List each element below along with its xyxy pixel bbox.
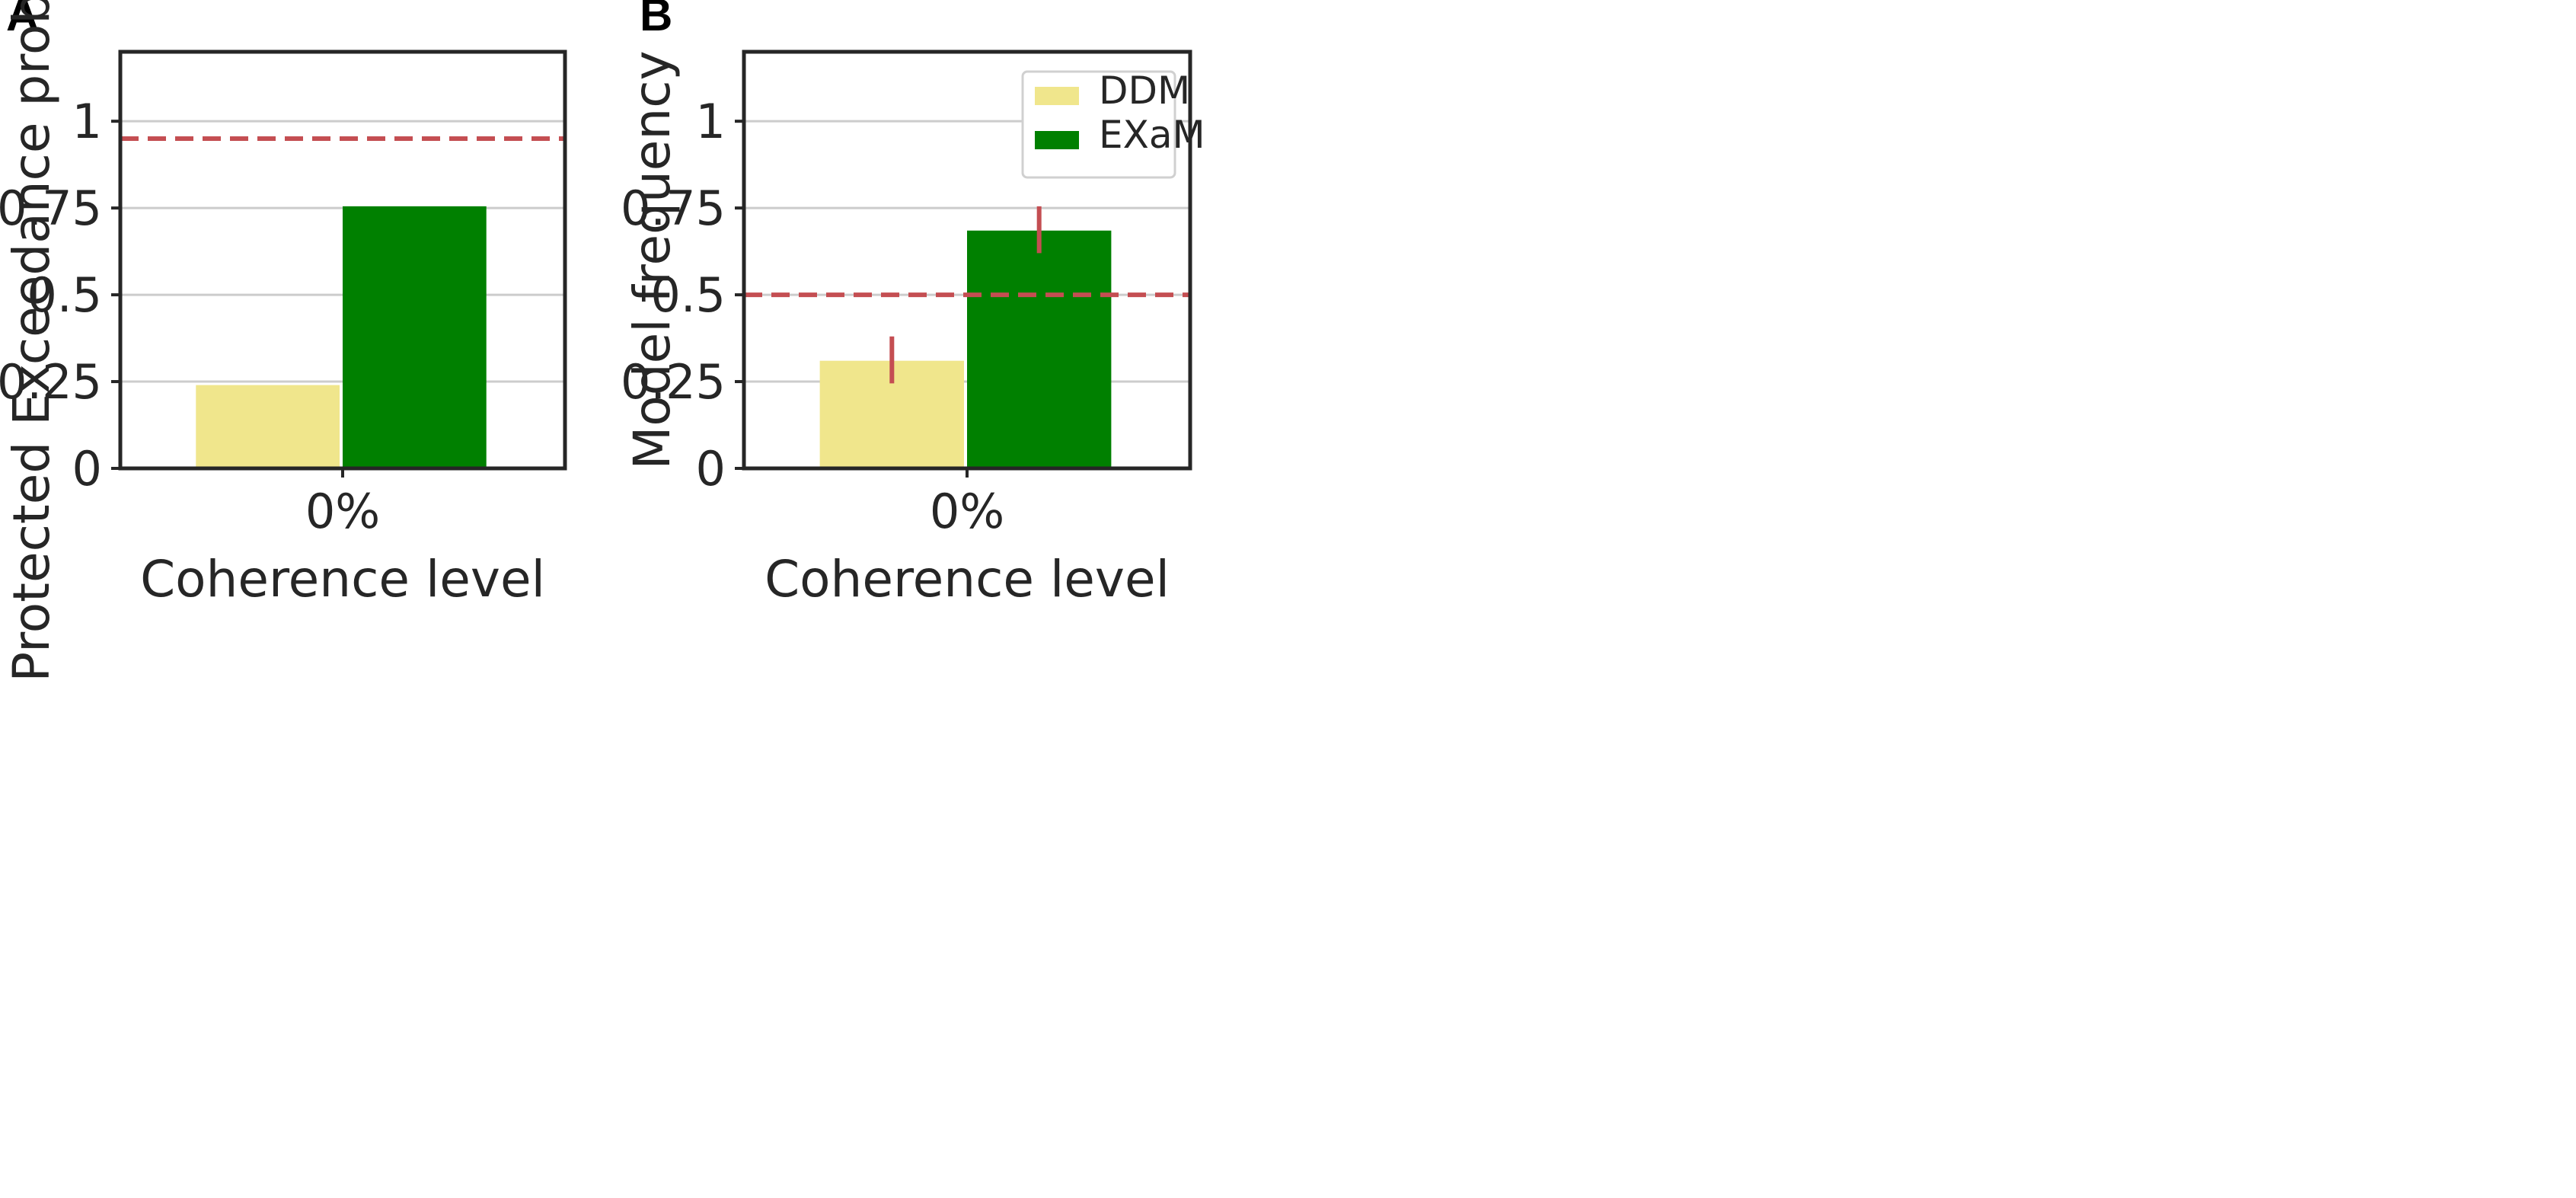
x-tick-label: 0% xyxy=(305,484,380,539)
panel-letter: A xyxy=(6,0,39,40)
y-tick-label: 0.25 xyxy=(621,354,726,410)
y-tick-label: 0.25 xyxy=(0,354,102,410)
panel-b: B 0 0.25 0.5 0.75 1 0% Coherence level Model fre… xyxy=(621,0,1205,609)
legend-swatch-exam xyxy=(1035,131,1079,149)
y-tick-label: 1 xyxy=(72,94,102,149)
bar-ddm xyxy=(196,385,340,468)
y-tick-label: 0.75 xyxy=(621,180,726,236)
y-tick-label: 0.5 xyxy=(650,267,726,323)
x-axis-label: Coherence level xyxy=(140,550,545,609)
y-tick-label: 0 xyxy=(696,441,726,497)
y-tick-label: 0.75 xyxy=(0,180,102,236)
y-axis-label: Protected Exceedance probability xyxy=(2,0,61,682)
bar-exam xyxy=(967,230,1112,468)
y-axis-label: Model frequency xyxy=(623,50,682,469)
y-tick-label: 1 xyxy=(696,94,726,149)
x-tick-label: 0% xyxy=(930,484,1004,539)
x-axis-label: Coherence level xyxy=(765,550,1170,609)
legend-swatch-ddm xyxy=(1035,87,1079,105)
y-tick-label: 0 xyxy=(72,441,102,497)
panel-a: A 0 0.25 0.5 0.75 1 0% Coherence level Protected… xyxy=(0,0,567,682)
bar-exam xyxy=(343,206,487,468)
legend-label-ddm: DDM xyxy=(1099,69,1190,113)
y-tick-label: 0.5 xyxy=(27,267,102,323)
legend-label-exam: EXaM xyxy=(1099,113,1205,157)
panel-letter: B xyxy=(640,0,672,40)
